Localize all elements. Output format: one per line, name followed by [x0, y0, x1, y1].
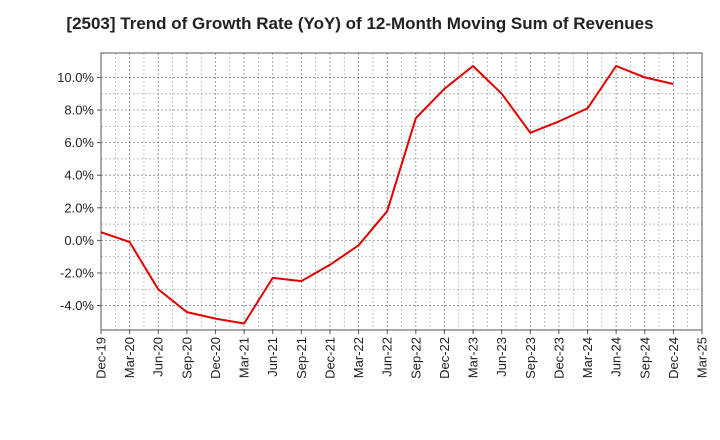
- y-tick-label: -2.0%: [60, 265, 94, 280]
- y-tick-label: 0.0%: [64, 233, 94, 248]
- x-tick-label: Dec-22: [437, 337, 452, 379]
- x-tick-labels: Dec-19 Mar-20 Jun-20 Sep-20 Dec-20 Mar-21 Jun-…: [94, 337, 710, 379]
- y-tick-label: 6.0%: [64, 135, 94, 150]
- x-tick-label: Dec-19: [94, 337, 109, 379]
- axes: [97, 52, 703, 334]
- x-tick-label: Dec-23: [551, 337, 566, 379]
- x-tick-label: Sep-21: [294, 337, 309, 379]
- x-tick-label: Jun-22: [380, 337, 395, 377]
- x-tick-label: Mar-23: [466, 337, 481, 378]
- series-layer: [100, 65, 674, 325]
- chart-title: [2503] Trend of Growth Rate (YoY) of 12-…: [66, 14, 654, 33]
- x-tick-label: Mar-24: [580, 337, 595, 378]
- y-tick-label: 4.0%: [64, 168, 94, 183]
- x-tick-label: Dec-20: [208, 337, 223, 379]
- x-tick-label: Mar-20: [122, 337, 137, 378]
- x-tick-label: Sep-24: [637, 337, 652, 379]
- x-tick-label: Jun-21: [265, 337, 280, 377]
- x-tick-label: Sep-22: [408, 337, 423, 379]
- x-tick-label: Jun-24: [609, 337, 624, 377]
- x-tick-label: Sep-20: [179, 337, 194, 379]
- y-tick-label: 10.0%: [57, 70, 94, 85]
- y-tick-label: 2.0%: [64, 200, 94, 215]
- x-tick-label: Dec-21: [322, 337, 337, 379]
- x-tick-label: Sep-23: [523, 337, 538, 379]
- x-tick-label: Jun-23: [494, 337, 509, 377]
- x-tick-label: Dec-24: [666, 337, 681, 379]
- x-tick-label: Mar-21: [237, 337, 252, 378]
- x-tick-label: Mar-25: [695, 337, 710, 378]
- x-tick-label: Mar-22: [351, 337, 366, 378]
- y-tick-label: -4.0%: [60, 298, 94, 313]
- plot-frame: [100, 52, 703, 331]
- y-tick-label: 8.0%: [64, 103, 94, 118]
- series-line: [100, 65, 674, 325]
- grid-lines: [100, 53, 703, 330]
- y-tick-labels: -4.0% -2.0% 0.0% 2.0% 4.0% 6.0% 8.0% 10.0%: [57, 70, 94, 313]
- x-tick-label: Jun-20: [151, 337, 166, 377]
